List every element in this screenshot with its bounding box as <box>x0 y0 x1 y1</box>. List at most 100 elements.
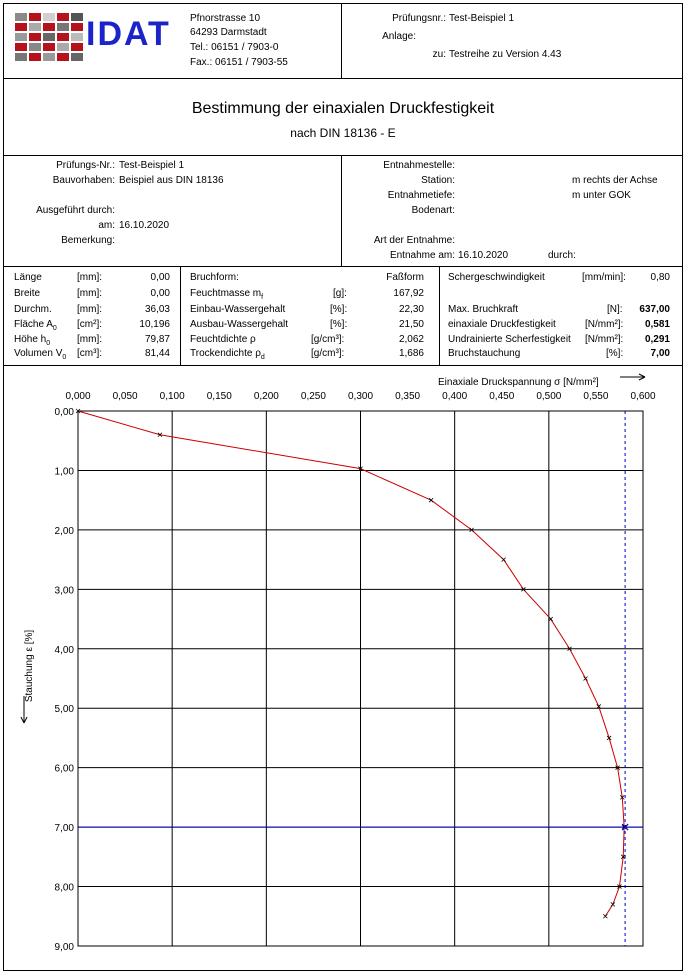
param-value: 79,87 <box>144 334 170 345</box>
station-unit: m rechts der Achse <box>572 175 658 186</box>
data-point <box>606 735 612 741</box>
y-tick-label: 9,00 <box>55 942 75 953</box>
param-label: Breite <box>14 288 41 299</box>
data-point <box>548 616 553 622</box>
param-label-sub: 0 <box>46 340 51 347</box>
param-label: Höhe h0 <box>14 334 50 350</box>
header-divider <box>341 3 342 79</box>
data-point <box>75 408 81 414</box>
bauvorhaben-label: Bauvorhaben: <box>52 175 115 186</box>
data-point <box>358 466 363 471</box>
data-point <box>521 587 526 592</box>
durch-label: durch: <box>548 250 576 261</box>
param-unit: [%]: <box>606 348 624 359</box>
param-value: 0,00 <box>150 272 170 283</box>
y-tick-label: 3,00 <box>55 585 75 596</box>
entnahme-am-value: 16.10.2020 <box>458 250 509 261</box>
data-point <box>501 557 506 562</box>
pruefungsnr-value: Test-Beispiel 1 <box>119 160 185 171</box>
param-unit: [N]: <box>607 304 623 315</box>
bodenart-label: Bodenart: <box>411 205 455 216</box>
param-label: Trockendichte ρd <box>190 348 265 364</box>
entnahme-am-label: Entnahme am: <box>389 250 455 261</box>
y-tick-labels: 0,00 1,00 2,00 3,00 4,00 5,00 6,00 7,00 8,00 9,00 <box>55 407 75 953</box>
y-tick-label: 0,00 <box>55 407 75 418</box>
x-tick-label: 0,300 <box>348 391 373 402</box>
param-unit: [N/mm²]: <box>585 319 624 330</box>
info-divider <box>341 155 342 267</box>
param-label: Ausbau-Wassergehalt <box>190 319 289 330</box>
param-label: Bruchform: <box>190 272 239 283</box>
param-value: 0,00 <box>150 288 170 299</box>
anlage-label: Anlage: <box>382 31 416 42</box>
info-box <box>3 155 683 267</box>
param-label: Max. Bruchkraft <box>448 304 519 315</box>
params-box <box>3 266 683 366</box>
x-tick-label: 0,550 <box>583 391 608 402</box>
zu-value: Testreihe zu Version 4.43 <box>449 49 562 60</box>
y-axis-arrow-head <box>20 716 28 724</box>
page-frame <box>3 3 683 971</box>
x-tick-label: 0,400 <box>442 391 467 402</box>
param-unit: [cm²]: <box>77 319 102 330</box>
data-series <box>75 408 629 919</box>
header-box <box>3 3 683 79</box>
address-line-2: 64293 Darmstadt <box>190 27 267 38</box>
data-point <box>617 884 622 889</box>
y-tick-label: 6,00 <box>55 764 75 775</box>
address-line-4: Fax.: 06151 / 7903-55 <box>190 57 288 68</box>
param-label: Einbau-Wassergehalt <box>190 304 286 315</box>
entnahmestelle-label: Entnahmestelle: <box>383 160 455 171</box>
x-tick-label: 0,000 <box>65 391 90 402</box>
x-tick-label: 0,200 <box>254 391 279 402</box>
x-tick-label: 0,500 <box>536 391 561 402</box>
param-value: 2,062 <box>398 334 424 345</box>
entnahmetiefe-label: Entnahmetiefe: <box>387 190 455 201</box>
param-label-text: Fläche A <box>14 319 53 330</box>
x-tick-label: 0,450 <box>489 391 514 402</box>
zu-label: zu: <box>432 49 446 60</box>
param-unit: [%]: <box>330 304 348 315</box>
param-label-text: Volumen V <box>14 348 63 359</box>
param-value: 7,00 <box>650 348 670 359</box>
param-label-sub: f <box>261 294 264 301</box>
param-label-sub: d <box>260 354 265 361</box>
param-unit: [g/cm³]: <box>311 334 345 345</box>
param-label-sub: 0 <box>62 354 67 361</box>
param-label: Länge <box>14 272 42 283</box>
x-tick-label: 0,050 <box>113 391 138 402</box>
y-axis-title: Stauchung ε [%] <box>24 630 35 703</box>
x-tick-label: 0,100 <box>160 391 185 402</box>
logo-text: IDAT <box>86 15 171 53</box>
x-tick-label: 0,600 <box>630 391 655 402</box>
failure-marker-lines <box>78 411 643 946</box>
param-label-text: Feuchtmasse m <box>190 288 262 299</box>
param-label: Volumen V0 <box>14 348 66 364</box>
param-value: 10,196 <box>139 319 170 330</box>
param-label-text: Höhe h <box>14 334 47 345</box>
param-unit: [N/mm²]: <box>585 334 624 345</box>
param-unit: [mm]: <box>77 304 102 315</box>
param-label: Feuchtdichte ρ <box>190 334 256 345</box>
data-point <box>428 497 434 503</box>
param-unit: [%]: <box>330 319 348 330</box>
title-box <box>3 78 683 156</box>
x-tick-label: 0,150 <box>207 391 232 402</box>
y-tick-label: 5,00 <box>55 704 75 715</box>
address-line-3: Tel.: 06151 / 7903-0 <box>190 42 279 53</box>
series-line <box>77 410 625 917</box>
pruefnr-value: Test-Beispiel 1 <box>449 13 515 24</box>
x-tick-labels: 0,000 0,050 0,100 0,150 0,200 0,250 0,300 0,350… <box>65 391 655 402</box>
plot-area <box>77 410 644 947</box>
stress-strain-chart: Einaxiale Druckspannung σ [N/mm²] Stauch… <box>20 373 656 953</box>
param-value: 36,03 <box>144 304 170 315</box>
bauvorhaben-value: Beispiel aus DIN 18136 <box>119 175 224 186</box>
param-label: Fläche A0 <box>14 319 57 335</box>
x-axis-title: Einaxiale Druckspannung σ [N/mm²] <box>438 377 599 388</box>
param-label-sub: 0 <box>52 325 57 332</box>
entnahmetiefe-unit: m unter GOK <box>572 190 631 201</box>
param-value: 81,44 <box>144 348 170 359</box>
bemerkung-label: Bemerkung: <box>61 235 115 246</box>
y-tick-label: 8,00 <box>55 883 75 894</box>
param-label: Durchm. <box>14 304 52 315</box>
